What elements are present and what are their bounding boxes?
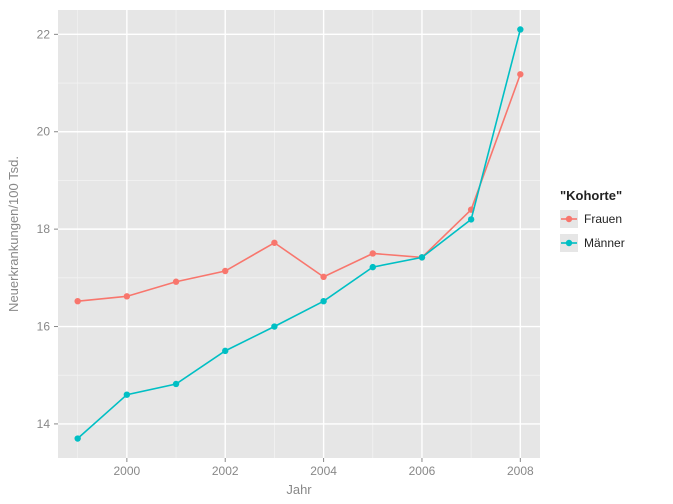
x-tick-label: 2000 [114,464,141,478]
series-point-männer [74,435,80,441]
series-point-männer [468,216,474,222]
series-point-frauen [173,279,179,285]
legend-swatch-point [566,240,572,246]
x-axis-title: Jahr [286,482,312,497]
series-point-frauen [370,250,376,256]
series-point-männer [173,381,179,387]
y-tick-label: 18 [37,222,51,236]
x-tick-label: 2008 [507,464,534,478]
series-point-frauen [271,240,277,246]
plot-panel [58,10,540,458]
x-tick-label: 2006 [409,464,436,478]
legend-item-label: Frauen [584,212,622,226]
legend-title: "Kohorte" [560,188,622,203]
series-point-frauen [124,293,130,299]
series-point-männer [419,254,425,260]
series-point-frauen [517,71,523,77]
series-point-männer [517,26,523,32]
chart-container: 2000 2002 2004 2006 2008 14 16 18 20 22 Jahr Neuerk… [0,0,673,504]
series-point-frauen [222,268,228,274]
chart-svg: 2000 2002 2004 2006 2008 14 16 18 20 22 Jahr Neuerk… [0,0,673,504]
y-tick-label: 22 [37,27,51,41]
y-axis-title: Neuerkrankungen/100 Tsd. [6,156,21,312]
x-tick-label: 2004 [310,464,337,478]
series-point-männer [222,348,228,354]
series-point-frauen [74,298,80,304]
y-tick-label: 16 [37,320,51,334]
y-tick-label: 14 [37,417,51,431]
series-point-männer [320,298,326,304]
x-tick-label: 2002 [212,464,239,478]
series-point-männer [370,264,376,270]
y-tick-label: 20 [37,125,51,139]
series-point-männer [124,391,130,397]
legend-item-label: Männer [584,236,625,250]
series-point-männer [271,323,277,329]
legend-swatch-point [566,216,572,222]
series-point-frauen [320,274,326,280]
